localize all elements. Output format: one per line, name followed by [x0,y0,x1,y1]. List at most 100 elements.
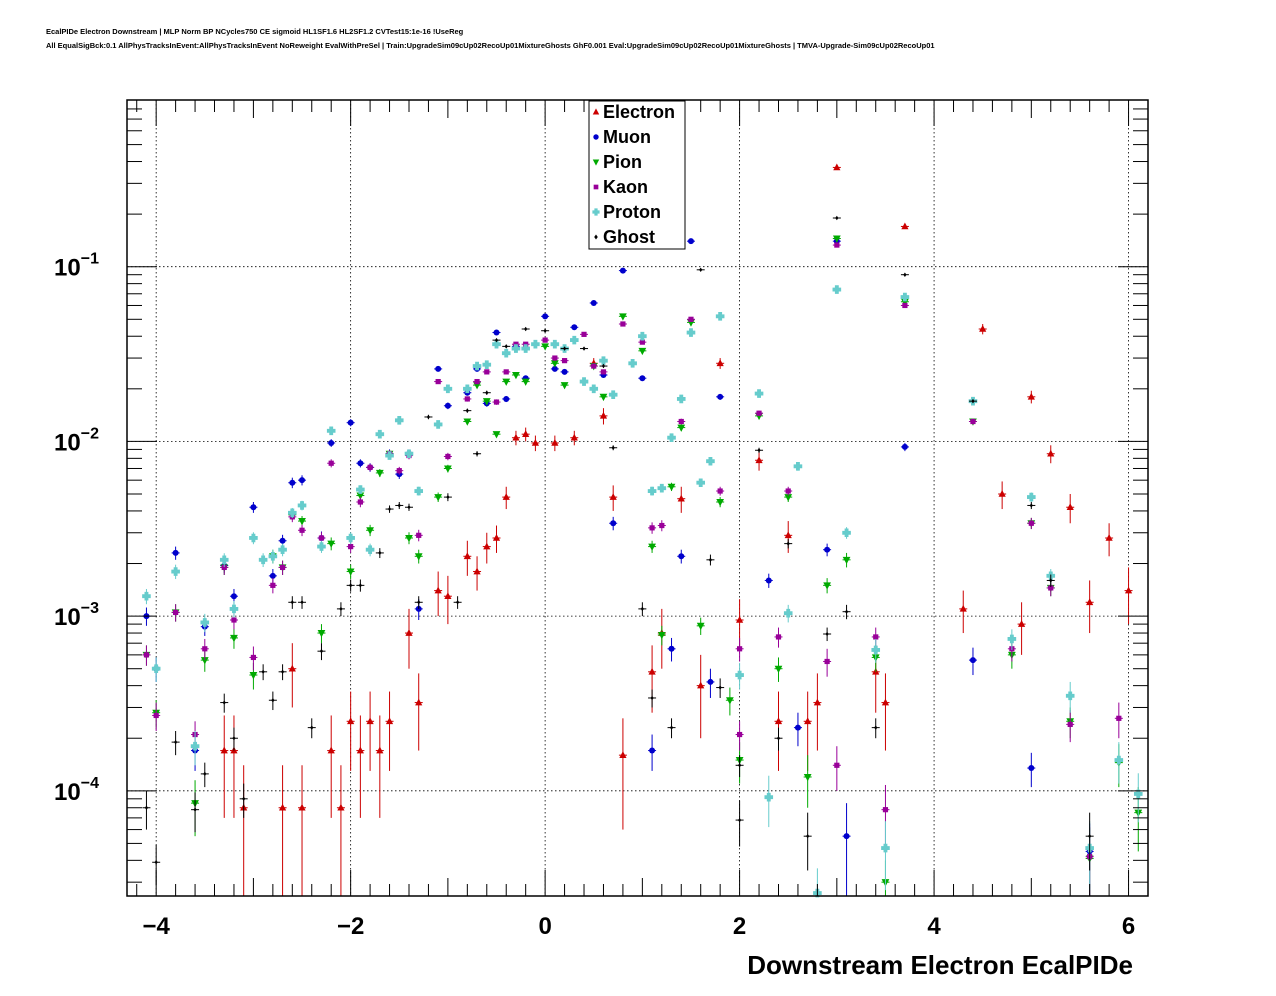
data-point [785,488,791,494]
data-point [1105,533,1113,541]
data-point [153,712,159,719]
legend-item: Proton [592,202,661,222]
data-point [407,504,411,510]
data-point [755,456,763,464]
data-point [443,384,453,394]
legend-item: Electron [592,102,675,122]
x-axis-title: Downstream Electron EcalPIDe [747,950,1133,980]
data-point [833,163,841,171]
data-point [619,313,627,321]
data-point [171,567,180,576]
data-point [327,540,336,548]
data-point [834,762,840,768]
data-point [366,527,374,535]
data-point [542,337,548,343]
data-point [339,606,343,612]
legend-marker [593,184,599,190]
data-point [317,542,326,551]
x-tick-label: 0 [538,913,551,940]
data-point [715,312,725,321]
data-point [1027,392,1035,400]
data-point [501,348,511,358]
data-point [492,533,501,541]
data-point [647,486,657,496]
tick-labels: −4 −2 0 2 4 610−410−310−210−1 [54,251,1135,940]
data-point [300,600,304,605]
series-proton [142,285,1143,898]
data-point [173,609,179,616]
data-point [543,328,547,333]
data-point [638,331,647,341]
data-point [242,796,246,802]
data-point [270,582,276,588]
x-tick-label: 4 [927,913,941,940]
data-point [405,629,413,636]
data-point [844,609,849,614]
data-point [803,773,812,782]
data-point [365,545,375,554]
data-point [249,533,258,543]
data-point [619,267,626,274]
data-point [825,631,829,637]
data-point [737,646,743,652]
data-point [832,285,842,294]
y-tick-base: 10 [54,255,81,282]
data-point [551,365,558,372]
data-point [550,339,560,349]
data-point [318,535,325,541]
data-point [971,398,975,404]
data-point [456,600,460,605]
data-point [444,402,451,409]
data-point [1047,449,1055,457]
legend-label: Muon [603,127,651,147]
data-point [1067,721,1073,727]
data-point [482,398,491,406]
data-point [774,665,783,674]
data-point [513,341,519,347]
legend-item: Muon [593,127,651,147]
data-point [474,378,480,385]
data-points [142,163,1143,898]
data-point [659,522,665,529]
data-point [394,416,404,425]
data-point [202,646,208,652]
data-point [657,483,667,493]
data-point [901,443,908,450]
data-point [512,433,520,441]
data-point [521,378,530,386]
y-tick-base: 10 [54,604,81,631]
data-point [804,717,812,725]
data-point [299,527,305,533]
data-point [824,658,830,665]
data-point [834,242,840,248]
data-point [512,371,520,380]
data-point [737,731,743,738]
data-point [590,299,597,306]
data-point [561,368,568,375]
data-point [697,681,705,689]
data-point [319,648,324,654]
data-point [716,359,724,367]
data-point [667,433,676,443]
plot-frame [126,99,1149,897]
data-point [832,235,841,243]
data-point [278,803,287,811]
data-point [483,542,491,550]
data-point [415,698,423,706]
data-point [824,546,831,553]
data-point [366,717,374,725]
data-point [608,390,618,400]
data-point [794,724,801,731]
data-point [200,618,210,627]
data-point [902,302,908,309]
data-point [435,365,442,372]
data-point [738,817,742,823]
data-point [610,520,617,527]
data-point [648,543,656,551]
data-point [881,843,890,853]
data-point [599,411,608,419]
data-point [347,717,355,725]
series-electron [220,163,1133,896]
data-point [269,572,276,579]
data-point [786,541,790,546]
